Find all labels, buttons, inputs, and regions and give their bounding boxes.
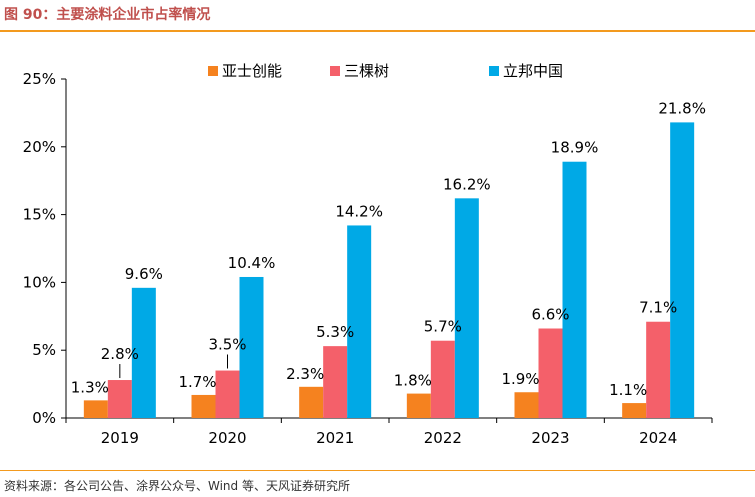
- legend-label: 立邦中国: [503, 62, 563, 80]
- y-tick-label: 20%: [23, 138, 56, 156]
- data-label: 10.4%: [228, 254, 276, 272]
- y-tick-label: 5%: [32, 341, 56, 359]
- x-tick-label: 2023: [531, 429, 569, 447]
- bar: [406, 393, 431, 418]
- x-tick-label: 2019: [101, 429, 139, 447]
- source-note: 资料来源：各公司公告、涂界公众号、Wind 等、天风证券研究所: [4, 479, 350, 493]
- legend-label: 三棵树: [344, 62, 389, 80]
- bar: [514, 392, 539, 418]
- bar-chart: 0% 5% 10% 15% 20% 25% 2019 2020 2021 2022 2023 2024…: [23, 62, 713, 447]
- bar: [538, 328, 563, 418]
- bar: [107, 380, 132, 418]
- data-label: 5.7%: [424, 318, 462, 336]
- data-label: 14.2%: [335, 202, 383, 220]
- data-label: 18.9%: [551, 139, 599, 157]
- data-label: 7.1%: [639, 299, 677, 317]
- source-divider: [0, 470, 755, 471]
- bar: [562, 161, 587, 418]
- data-label: 5.3%: [316, 323, 354, 341]
- data-label: 16.2%: [443, 175, 491, 193]
- data-label: 1.1%: [609, 381, 647, 399]
- bar: [191, 394, 216, 418]
- bar: [323, 346, 348, 418]
- data-label: 6.6%: [531, 306, 569, 324]
- bar: [299, 386, 324, 418]
- bar: [215, 370, 240, 418]
- data-label: 2.3%: [286, 365, 324, 383]
- y-tick-label: 25%: [23, 70, 56, 88]
- data-label: 1.7%: [178, 373, 216, 391]
- legend-swatch: [489, 66, 499, 76]
- data-label: 1.9%: [501, 370, 539, 388]
- y-tick-label: 0%: [32, 409, 56, 427]
- x-tick-label: 2022: [424, 429, 462, 447]
- bar: [622, 403, 647, 418]
- data-label: 21.8%: [658, 99, 706, 117]
- y-tick-label: 15%: [23, 206, 56, 224]
- data-label: 2.8%: [101, 345, 139, 363]
- bar: [83, 400, 108, 418]
- bar: [131, 287, 156, 418]
- bar: [646, 321, 671, 418]
- bar: [430, 340, 455, 418]
- title-divider: [0, 30, 755, 32]
- x-tick-label: 2020: [208, 429, 246, 447]
- bar: [347, 225, 372, 418]
- legend-swatch: [208, 66, 218, 76]
- bar: [670, 122, 695, 418]
- legend-swatch: [330, 66, 340, 76]
- figure-title: 图 90：主要涂料企业市占率情况: [4, 7, 211, 23]
- x-tick-label: 2021: [316, 429, 354, 447]
- data-label: 1.3%: [71, 378, 109, 396]
- data-label: 1.8%: [394, 372, 432, 390]
- bar: [454, 198, 479, 418]
- legend-label: 亚士创能: [222, 62, 282, 80]
- bar: [239, 276, 264, 418]
- data-label: 9.6%: [125, 265, 163, 283]
- data-label: 3.5%: [208, 336, 246, 354]
- x-tick-label: 2024: [639, 429, 677, 447]
- y-tick-label: 10%: [23, 273, 56, 291]
